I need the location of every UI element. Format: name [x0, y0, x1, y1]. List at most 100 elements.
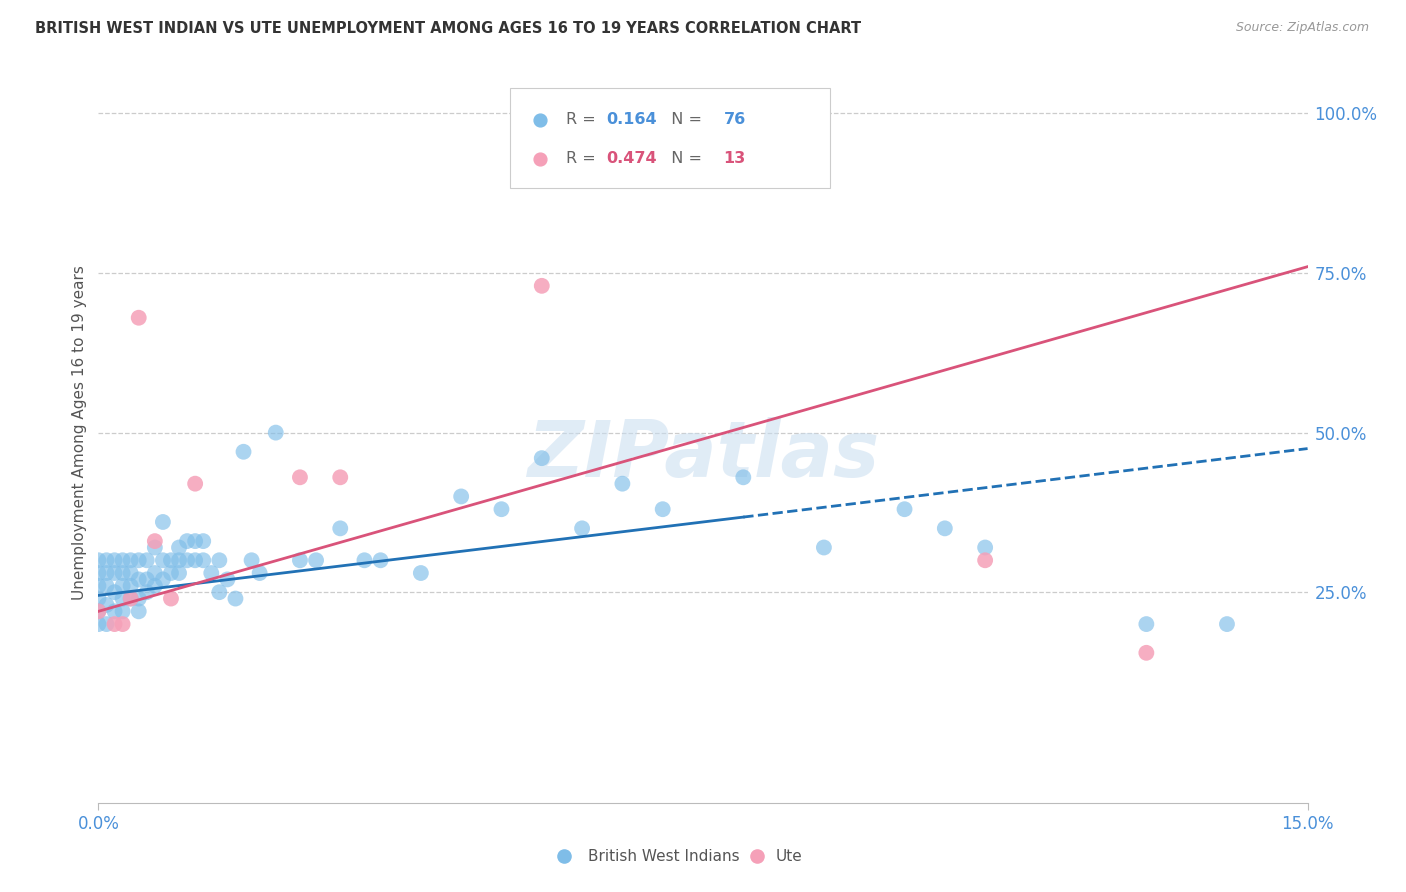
Point [152, 515, 174, 529]
Point [128, 553, 150, 567]
Text: Ute: Ute [776, 848, 803, 863]
Point [103, 585, 125, 599]
Point [167, 566, 190, 580]
Point [305, 553, 328, 567]
Point [96, 617, 118, 632]
Point [329, 470, 352, 484]
Point [111, 566, 134, 580]
Point [530, 451, 553, 466]
Point [87, 617, 110, 632]
Point [1135, 617, 1157, 632]
Point [974, 541, 997, 555]
Point [128, 310, 150, 325]
Point [87, 579, 110, 593]
Point [120, 566, 142, 580]
Point [103, 566, 125, 580]
Point [103, 553, 125, 567]
Text: ZIPatlas: ZIPatlas [527, 417, 879, 493]
Point [87, 566, 110, 580]
Point [813, 541, 835, 555]
Point [96, 598, 118, 612]
Point [120, 591, 142, 606]
Point [232, 444, 254, 458]
Point [264, 425, 287, 440]
Point [974, 553, 997, 567]
Point [135, 573, 157, 587]
Text: 0.164: 0.164 [606, 112, 657, 128]
Point [184, 476, 207, 491]
Point [249, 566, 271, 580]
Text: BRITISH WEST INDIAN VS UTE UNEMPLOYMENT AMONG AGES 16 TO 19 YEARS CORRELATION CH: BRITISH WEST INDIAN VS UTE UNEMPLOYMENT … [35, 21, 862, 37]
Point [184, 553, 207, 567]
Point [491, 502, 513, 516]
Point [111, 617, 134, 632]
Text: British West Indians: British West Indians [588, 848, 740, 863]
Point [120, 553, 142, 567]
Text: 76: 76 [724, 112, 745, 128]
Point [167, 553, 190, 567]
Text: R =: R = [567, 151, 602, 166]
Point [733, 470, 755, 484]
Point [87, 553, 110, 567]
Point [120, 579, 142, 593]
Text: N =: N = [661, 112, 707, 128]
Point [135, 585, 157, 599]
Point [450, 490, 472, 504]
Point [143, 534, 166, 549]
Point [152, 573, 174, 587]
Point [128, 591, 150, 606]
Y-axis label: Unemployment Among Ages 16 to 19 years: Unemployment Among Ages 16 to 19 years [72, 265, 87, 600]
Point [111, 553, 134, 567]
Point [193, 553, 215, 567]
Point [96, 566, 118, 580]
Point [329, 521, 352, 535]
Point [87, 591, 110, 606]
Point [135, 553, 157, 567]
Point [143, 579, 166, 593]
Point [208, 553, 231, 567]
Point [409, 566, 432, 580]
Point [571, 521, 593, 535]
Point [120, 591, 142, 606]
Point [217, 573, 239, 587]
Point [128, 573, 150, 587]
Text: 0.474: 0.474 [606, 151, 657, 166]
Point [353, 553, 375, 567]
Point [167, 541, 190, 555]
Point [370, 553, 392, 567]
Point [176, 534, 198, 549]
Point [111, 604, 134, 618]
Text: N =: N = [661, 151, 707, 166]
Point [87, 604, 110, 618]
Point [96, 579, 118, 593]
Point [193, 534, 215, 549]
Point [128, 604, 150, 618]
Point [103, 604, 125, 618]
Point [160, 566, 183, 580]
Point [1135, 646, 1157, 660]
Point [111, 591, 134, 606]
Text: 13: 13 [724, 151, 745, 166]
Point [240, 553, 263, 567]
Point [103, 617, 125, 632]
Text: R =: R = [567, 112, 602, 128]
Point [208, 585, 231, 599]
Point [184, 534, 207, 549]
Point [200, 566, 222, 580]
Point [111, 579, 134, 593]
FancyBboxPatch shape [509, 88, 830, 188]
Point [530, 278, 553, 293]
Point [96, 553, 118, 567]
Point [893, 502, 915, 516]
Point [152, 553, 174, 567]
Point [651, 502, 673, 516]
Point [288, 553, 311, 567]
Point [160, 553, 183, 567]
Point [160, 591, 183, 606]
Point [288, 470, 311, 484]
Point [176, 553, 198, 567]
Text: Source: ZipAtlas.com: Source: ZipAtlas.com [1236, 21, 1369, 35]
Point [87, 604, 110, 618]
Point [1216, 617, 1239, 632]
Point [143, 566, 166, 580]
